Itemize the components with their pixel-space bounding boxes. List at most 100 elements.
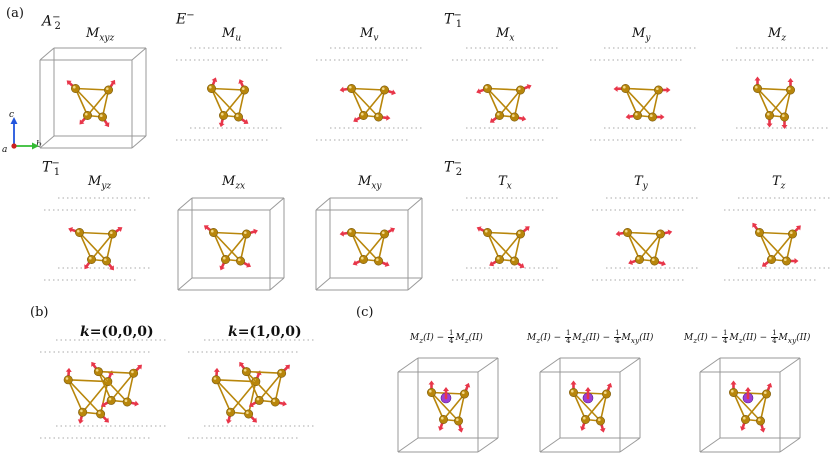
atom-highlight <box>512 114 515 117</box>
moment-arrowhead <box>428 380 435 385</box>
atom-highlight <box>228 409 231 413</box>
atom <box>379 85 389 95</box>
atom-highlight <box>650 114 653 117</box>
atom-highlight <box>85 112 88 116</box>
atom-highlight <box>656 87 659 90</box>
bond <box>67 379 102 415</box>
moment-arrowhead <box>754 76 761 81</box>
unit-cell-top-2 <box>316 47 422 141</box>
atom-highlight <box>349 85 352 89</box>
bond <box>757 87 791 91</box>
panel-label-c: (c) <box>356 305 374 320</box>
atom <box>754 228 764 238</box>
atom <box>106 395 116 405</box>
bond <box>624 87 654 118</box>
cell-edge <box>269 197 285 211</box>
atom <box>426 387 436 397</box>
moment-arrowhead <box>225 419 232 424</box>
atom <box>785 85 795 95</box>
bond <box>627 231 661 235</box>
axis-label-b: b <box>36 140 42 150</box>
atom <box>93 367 103 377</box>
k-label-100: k=(1,0,0) <box>228 324 302 340</box>
mode-label-mxy: Mxy <box>358 174 382 192</box>
bond <box>638 233 662 261</box>
cell-edge <box>39 135 55 149</box>
moment-arrowhead <box>457 427 464 433</box>
moment-arrowhead <box>218 122 225 128</box>
atom-highlight <box>124 399 128 403</box>
bond <box>584 393 608 421</box>
cell-edge <box>315 277 331 291</box>
bond <box>785 233 794 262</box>
bond <box>487 87 521 91</box>
cell-edge <box>477 357 499 373</box>
atom <box>781 256 791 266</box>
atom <box>78 407 88 417</box>
moment-arrowhead <box>524 226 530 232</box>
moment-arrowhead <box>667 229 673 236</box>
moment-arrowhead <box>766 123 773 128</box>
atom-highlight <box>95 369 99 372</box>
moment-arrowhead <box>110 79 116 85</box>
cell-edge <box>477 437 499 453</box>
atom-highlight <box>784 258 787 262</box>
moment-arrowhead <box>519 263 525 268</box>
atom-highlight <box>361 112 364 116</box>
bond <box>245 371 260 401</box>
atom-highlight <box>485 229 488 233</box>
moment-arrowhead <box>761 261 767 267</box>
atom <box>655 229 665 239</box>
moment-arrowhead <box>386 114 391 121</box>
formula-2: Mz(I) − 1 4 Mz(II) − 1 4 Mxy(II) <box>527 329 654 345</box>
moment-arrowhead <box>599 427 606 433</box>
bond <box>68 379 108 383</box>
atom-highlight <box>743 416 746 420</box>
moment-arrowhead <box>606 382 613 388</box>
moment-arrowhead <box>117 227 123 232</box>
k-label-000: k=(0,0,0) <box>80 324 154 340</box>
atom <box>494 255 504 265</box>
moment-arrowhead <box>795 225 801 231</box>
bond <box>224 233 248 261</box>
atom-highlight <box>65 377 69 380</box>
atom-highlight <box>767 112 770 116</box>
atom <box>620 84 630 94</box>
atom <box>459 389 469 399</box>
moment-arrowhead <box>787 78 794 83</box>
atom <box>634 255 644 265</box>
moment-arrowhead <box>628 259 633 266</box>
atom <box>632 111 642 121</box>
unit-cell-bottom-4 <box>592 197 698 281</box>
moment-arrowhead <box>476 226 482 232</box>
bond <box>79 231 113 235</box>
moment-arrowhead <box>476 88 481 95</box>
bond <box>245 371 276 403</box>
atom <box>482 228 492 238</box>
moment-arrowhead <box>137 364 142 370</box>
mode-label-mu: Mu <box>222 26 242 44</box>
bond <box>247 381 257 415</box>
moment-arrowhead <box>84 264 90 270</box>
cell-edge <box>407 197 423 211</box>
moment-arrowhead <box>585 387 592 392</box>
moment-arrowhead <box>521 115 527 122</box>
axis-c-arrowhead <box>10 117 18 124</box>
atom <box>221 255 231 265</box>
moment-arrowhead <box>66 80 72 86</box>
atom-highlight <box>731 389 734 393</box>
atom <box>358 255 368 265</box>
moment-arrowhead <box>282 400 287 407</box>
unit-cell-top-0 <box>39 47 147 149</box>
atom <box>96 409 106 419</box>
atom <box>755 416 765 426</box>
bond <box>651 89 660 118</box>
moment-arrowhead <box>104 417 109 423</box>
bond <box>362 233 386 261</box>
moment-arrowhead <box>740 426 746 431</box>
atom-highlight <box>637 256 640 260</box>
bond <box>758 232 773 260</box>
mode-label-ty: Ty <box>634 174 648 192</box>
bond <box>768 89 792 117</box>
atom-highlight <box>441 416 444 420</box>
